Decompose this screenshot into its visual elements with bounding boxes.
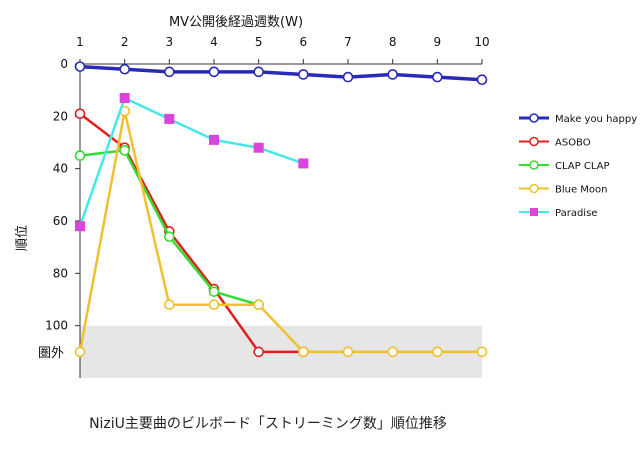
legend-label-make-you-happy: Make you happy xyxy=(555,114,637,125)
data-point-blue-moon xyxy=(298,346,309,358)
data-point-asobo xyxy=(253,346,264,358)
data-point-clap-clap xyxy=(74,150,86,161)
legend-marker-clap-clap xyxy=(529,160,539,170)
y-tick-label: 100 xyxy=(45,319,68,333)
data-point-paradise xyxy=(253,142,264,153)
out-of-chart-label: 圏外 xyxy=(38,346,64,361)
x-tick-label: 2 xyxy=(121,35,129,49)
x-tick-label: 6 xyxy=(300,35,308,49)
series-line-asobo xyxy=(79,112,304,354)
x-tick-label: 7 xyxy=(344,35,352,49)
y-tick-label: 20 xyxy=(53,109,68,123)
series-line-make-you-happy xyxy=(79,64,483,82)
data-point-blue-moon xyxy=(342,346,354,358)
x-axis-title: MV公開後経過週数(W) xyxy=(169,15,303,30)
y-axis-title: 順位 xyxy=(15,225,30,251)
y-tick-label: 60 xyxy=(53,214,68,228)
data-point-blue-moon xyxy=(476,346,488,358)
legend-marker-paradise xyxy=(530,208,538,216)
legend-marker-blue-moon xyxy=(529,183,539,194)
data-point-make-you-happy xyxy=(208,66,220,78)
legend: Make you happy ASOBO CLAP CLAP Blue Moon Par… xyxy=(519,113,637,219)
data-point-make-you-happy xyxy=(342,71,354,83)
y-tick-label: 80 xyxy=(53,266,68,280)
data-point-make-you-happy xyxy=(387,69,398,80)
data-point-paradise xyxy=(119,93,130,104)
data-point-clap-clap xyxy=(208,286,220,297)
data-point-blue-moon xyxy=(208,299,220,311)
series-group xyxy=(74,61,488,358)
data-point-paradise xyxy=(75,221,85,232)
y-tick-label: 0 xyxy=(60,57,68,71)
legend-label-blue-moon: Blue Moon xyxy=(555,185,608,196)
data-point-blue-moon xyxy=(74,346,86,358)
data-point-make-you-happy xyxy=(432,71,443,83)
x-tick-label: 3 xyxy=(166,35,174,49)
x-tick-label: 1 xyxy=(76,35,84,49)
data-point-blue-moon xyxy=(164,299,175,311)
data-point-asobo xyxy=(74,108,86,120)
data-point-make-you-happy xyxy=(164,66,175,78)
data-point-make-you-happy xyxy=(253,66,264,78)
legend-marker-asobo xyxy=(529,136,539,147)
y-tick-label: 40 xyxy=(53,162,68,176)
data-point-blue-moon xyxy=(387,346,398,358)
legend-label-asobo: ASOBO xyxy=(555,138,591,149)
series-line-blue-moon xyxy=(78,109,482,354)
x-tick-label: 8 xyxy=(389,35,397,49)
x-tick-label: 9 xyxy=(434,35,442,49)
data-point-clap-clap xyxy=(164,231,175,242)
data-point-paradise xyxy=(164,113,175,124)
data-point-blue-moon xyxy=(253,299,264,311)
legend-marker-make-you-happy xyxy=(529,113,539,123)
axes: 0 20 40 60 80 100 1 2 3 4 5 6 7 8 9 10 xyxy=(45,35,490,378)
data-point-make-you-happy xyxy=(74,61,86,72)
data-point-make-you-happy xyxy=(476,74,488,85)
data-point-make-you-happy xyxy=(298,69,309,80)
data-point-clap-clap xyxy=(119,145,130,156)
legend-label-clap-clap: CLAP CLAP xyxy=(555,161,610,172)
x-tick-label: 10 xyxy=(474,35,489,49)
x-tick-label: 5 xyxy=(255,35,263,49)
data-point-make-you-happy xyxy=(119,63,130,75)
series-line-paradise xyxy=(78,96,304,227)
chart-title: NiziU主要曲のビルボード「ストリーミング数」順位推移 xyxy=(89,416,447,432)
legend-label-paradise: Paradise xyxy=(555,208,597,219)
data-point-paradise xyxy=(209,134,219,145)
data-point-paradise xyxy=(298,158,309,169)
data-point-blue-moon xyxy=(432,346,443,358)
x-tick-label: 4 xyxy=(210,35,218,49)
